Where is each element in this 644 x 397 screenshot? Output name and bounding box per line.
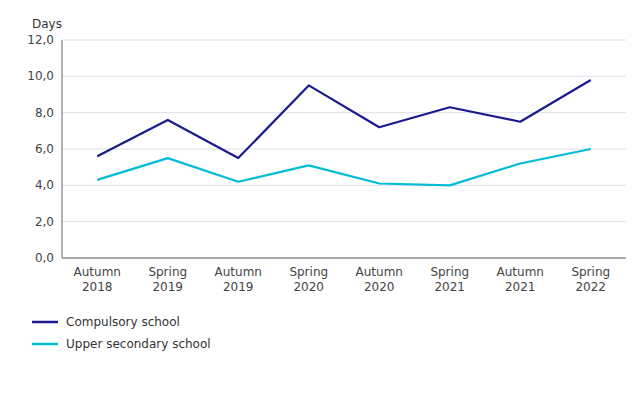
x-tick-label-line: 2020 — [364, 280, 395, 294]
grid-line — [62, 76, 626, 77]
grid-line — [62, 40, 626, 41]
series-line — [97, 80, 591, 158]
x-tick-label-line: Autumn — [356, 265, 403, 279]
x-tick-label-line: Spring — [148, 265, 187, 279]
y-tick-label: 8,0 — [35, 106, 54, 120]
y-tick-label: 10,0 — [27, 69, 54, 83]
grid — [62, 40, 626, 258]
grid-line — [62, 112, 626, 113]
y-tick-label: 4,0 — [35, 178, 54, 192]
y-tick-label: 2,0 — [35, 215, 54, 229]
x-tick-label-line: Autumn — [497, 265, 544, 279]
x-tick-label-line: 2021 — [434, 280, 465, 294]
y-axis-line — [62, 40, 63, 258]
x-tick-label-line: 2022 — [575, 280, 606, 294]
x-tick-label-line: Autumn — [215, 265, 262, 279]
x-tick-label-line: Spring — [571, 265, 610, 279]
plot-area — [97, 80, 591, 185]
grid-line — [62, 149, 626, 150]
x-tick-label-line: 2021 — [505, 280, 536, 294]
grid-line — [62, 185, 626, 186]
y-tick-label: 12,0 — [27, 33, 54, 47]
x-tick-label: Autumn2020 — [356, 265, 403, 294]
legend-label: Upper secondary school — [66, 337, 211, 351]
x-axis-line — [62, 258, 626, 259]
series-line — [97, 149, 591, 185]
legend-swatch — [32, 343, 58, 346]
x-tick-label-line: 2020 — [293, 280, 324, 294]
y-tick-label: 6,0 — [35, 142, 54, 156]
x-tick-label: Spring2019 — [148, 265, 187, 294]
x-tick-label: Autumn2018 — [74, 265, 121, 294]
x-tick-label-line: 2019 — [152, 280, 183, 294]
y-axis-label: Days — [32, 17, 62, 31]
x-tick-label-line: Autumn — [74, 265, 121, 279]
chart: 0,02,04,06,08,010,012,0DaysAutumn2018Spr… — [0, 0, 644, 397]
x-tick-label-line: 2018 — [82, 280, 113, 294]
x-tick-label: Spring2020 — [289, 265, 328, 294]
grid-line — [62, 221, 626, 222]
x-tick-label-line: 2019 — [223, 280, 254, 294]
legend-swatch — [32, 321, 58, 324]
x-tick-label: Autumn2019 — [215, 265, 262, 294]
x-tick-label: Spring2021 — [430, 265, 469, 294]
legend-label: Compulsory school — [66, 315, 180, 329]
x-tick-label: Autumn2021 — [497, 265, 544, 294]
x-tick-label-line: Spring — [289, 265, 328, 279]
y-tick-label: 0,0 — [35, 251, 54, 265]
grid-line — [62, 258, 626, 259]
x-tick-label: Spring2022 — [571, 265, 610, 294]
x-tick-label-line: Spring — [430, 265, 469, 279]
legend: Compulsory school Upper secondary school — [32, 315, 211, 351]
